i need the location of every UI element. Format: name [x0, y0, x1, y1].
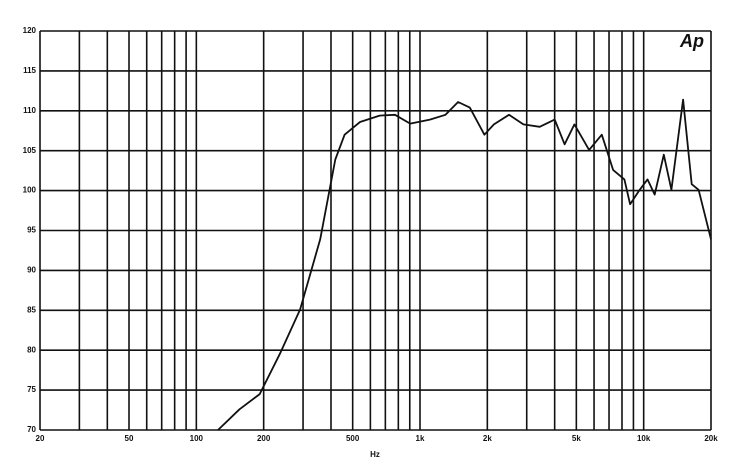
- x-tick-label: 500: [346, 434, 360, 443]
- logo: Ap: [679, 31, 704, 51]
- x-tick-label: 2k: [483, 434, 492, 443]
- y-tick-label: 75: [27, 385, 36, 394]
- x-tick-label: 100: [190, 434, 204, 443]
- x-tick-label: 20: [36, 434, 45, 443]
- y-tick-label: 110: [23, 106, 36, 115]
- x-axis-label: Hz: [370, 450, 380, 459]
- x-tick-label: 5k: [572, 434, 581, 443]
- y-tick-label: 100: [23, 186, 37, 195]
- y-tick-label: 115: [23, 66, 36, 75]
- x-tick-label: 50: [125, 434, 134, 443]
- response-curve: [217, 98, 712, 431]
- y-tick-label: 105: [23, 146, 37, 155]
- x-tick-label: 10k: [637, 434, 651, 443]
- y-tick-label: 80: [27, 345, 36, 354]
- y-tick-label: 70: [27, 425, 36, 434]
- y-tick-label: 85: [27, 305, 36, 314]
- x-tick-label: 20k: [704, 434, 718, 443]
- x-tick-label: 1k: [416, 434, 425, 443]
- x-tick-label: 200: [257, 434, 271, 443]
- y-tick-label: 95: [27, 226, 36, 235]
- y-tick-label: 90: [27, 266, 36, 275]
- y-tick-label: 120: [23, 26, 37, 35]
